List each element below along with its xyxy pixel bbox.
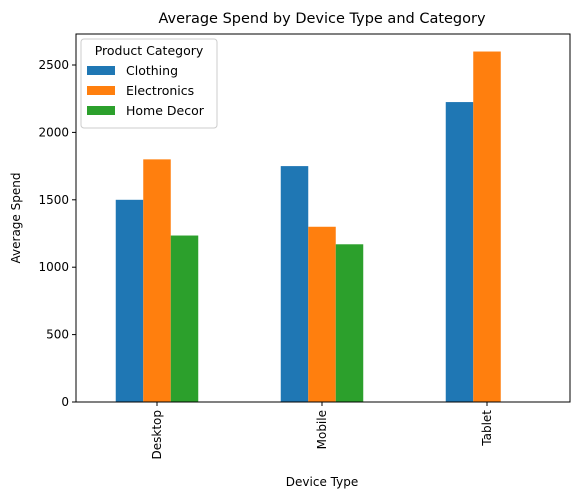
bar-mobile-electronics xyxy=(308,226,336,402)
y-axis-label: Average Spend xyxy=(9,173,23,264)
legend-swatch-home-decor xyxy=(87,106,115,115)
x-axis-label: Device Type xyxy=(286,475,358,489)
x-tick-label-tablet: Tablet xyxy=(480,410,494,447)
legend-label-home-decor: Home Decor xyxy=(126,103,205,118)
y-tick-label: 2000 xyxy=(38,125,69,139)
legend: Product Category Clothing Electronics Home… xyxy=(80,38,218,129)
legend-frame xyxy=(80,38,218,129)
y-tick-label: 1500 xyxy=(38,193,69,207)
y-axis-ticks: 0 500 1000 1500 2000 2500 xyxy=(38,58,76,409)
bar-mobile-home-decor xyxy=(335,244,364,402)
legend-swatch-electronics xyxy=(87,86,115,95)
plot-frame xyxy=(75,33,571,403)
x-tick-label-desktop: Desktop xyxy=(150,410,164,460)
chart-title: Average Spend by Device Type and Categor… xyxy=(158,11,486,27)
legend-label-electronics: Electronics xyxy=(126,83,194,98)
bar-desktop-home-decor xyxy=(170,235,199,402)
y-tick-label: 500 xyxy=(46,328,69,342)
bar-desktop-electronics xyxy=(143,159,171,402)
bar-desktop-clothing xyxy=(115,199,144,402)
legend-label-clothing: Clothing xyxy=(126,63,178,78)
y-tick-label: 0 xyxy=(61,395,69,409)
y-tick-label: 1000 xyxy=(38,260,69,274)
bar-mobile-clothing xyxy=(280,166,309,402)
bar-tablet-electronics xyxy=(473,51,501,403)
x-axis-ticks: Desktop Mobile Tablet xyxy=(150,402,494,460)
legend-swatch-clothing xyxy=(87,66,115,75)
bar-tablet-clothing xyxy=(445,102,474,403)
legend-entries: Clothing Electronics Home Decor xyxy=(87,63,205,118)
x-tick-label-mobile: Mobile xyxy=(315,410,329,449)
bars-group xyxy=(115,51,501,403)
legend-title: Product Category xyxy=(95,43,204,58)
y-tick-label: 2500 xyxy=(38,58,69,72)
